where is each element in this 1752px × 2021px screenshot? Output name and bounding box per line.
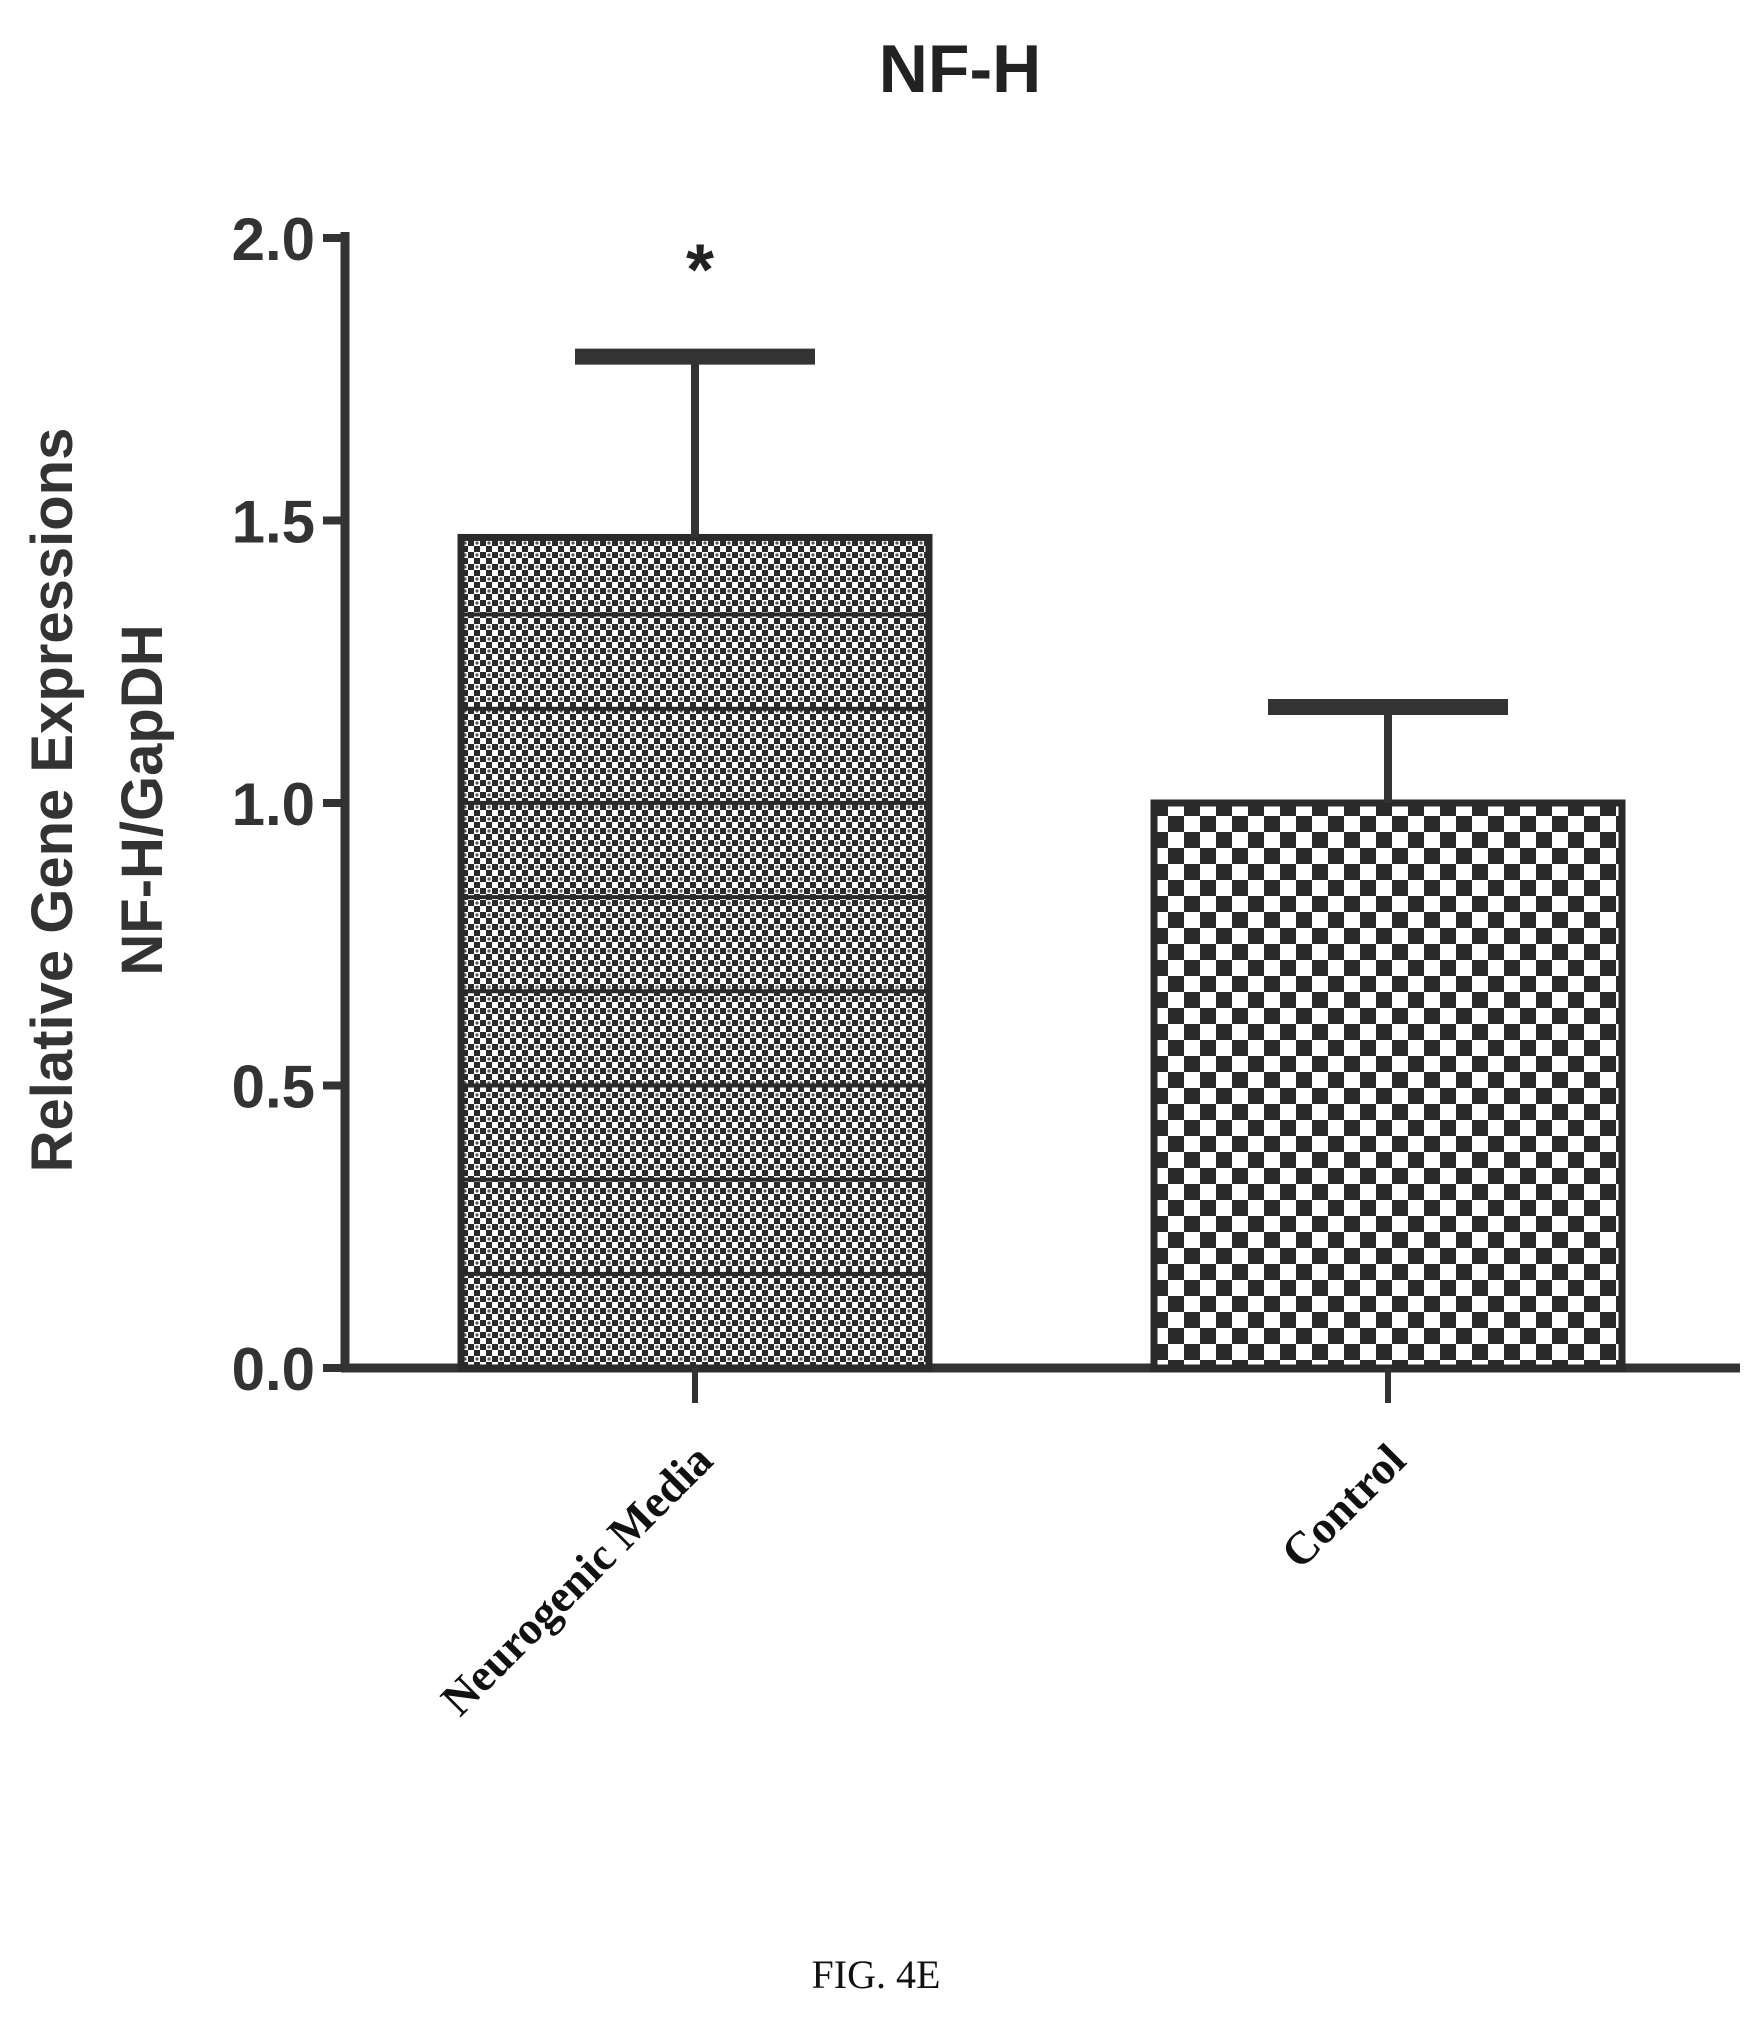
significance-marker: * <box>686 231 714 311</box>
y-tick-label: 1.0 <box>232 771 315 838</box>
plot-area: 0.0 0.5 1.0 1.5 2.0 * Neurogenic Media Control <box>232 206 1740 1725</box>
x-category-label: Control <box>1271 1434 1415 1578</box>
x-category-label: Neurogenic Media <box>431 1434 722 1725</box>
y-axis-label-line-2: NF-H/GapDH <box>110 624 175 975</box>
bar-neurogenic-media <box>457 533 933 1372</box>
figure-caption: FIG. 4E <box>812 1952 941 1997</box>
y-axis-label: Relative Gene Expressions NF-H/GapDH <box>20 428 175 1173</box>
y-tick-label: 2.0 <box>232 206 315 273</box>
y-axis-label-line-1: Relative Gene Expressions <box>20 428 85 1173</box>
y-tick-label: 0.0 <box>232 1336 315 1403</box>
chart-title: NF-H <box>879 31 1041 107</box>
y-tick-label: 1.5 <box>232 489 315 556</box>
y-tick-label: 0.5 <box>232 1054 315 1121</box>
bar-control <box>1150 799 1626 1372</box>
